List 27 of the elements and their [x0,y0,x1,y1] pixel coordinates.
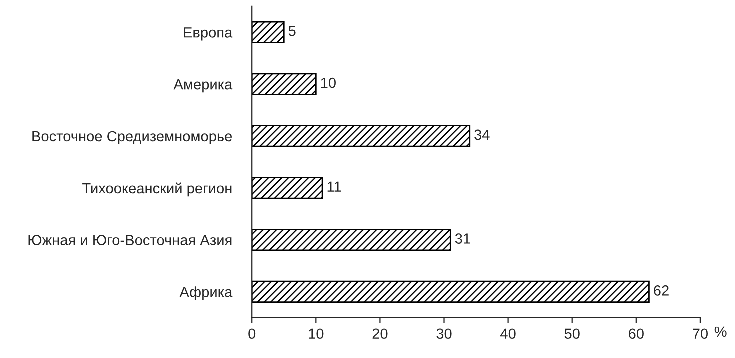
bar [252,125,471,148]
bar [252,73,317,96]
y-tick-label: Европа [184,28,233,41]
bar [252,177,324,200]
y-tick-label: Африка [180,286,233,300]
x-tick-label: 0 [248,328,256,340]
bar [252,21,285,44]
bar [252,228,452,252]
x-tick-label: 20 [372,328,388,340]
y-tick-label: Южная и Юго-Восточная Азия [28,235,232,246]
x-tick-label: 70 [693,328,708,340]
data-label: 11 [328,182,342,192]
y-tick-label: Тихоокеанский регион [82,182,232,197]
x-tick-label: 60 [629,328,644,340]
y-tick-label: Америка [174,80,233,93]
x-tick-label: 10 [309,328,324,340]
data-label: 62 [654,286,669,296]
data-label: 34 [474,130,490,140]
data-label: 5 [288,26,296,36]
x-tick-label: 50 [564,328,580,340]
x-tick-label: 40 [500,328,516,340]
x-axis-title: % [714,326,727,338]
y-tick-label: Восточное Средиземноморье [32,131,232,145]
data-label: 31 [455,234,470,244]
x-tick-label: 30 [436,328,452,340]
bar [252,280,650,304]
data-label: 10 [321,78,336,88]
